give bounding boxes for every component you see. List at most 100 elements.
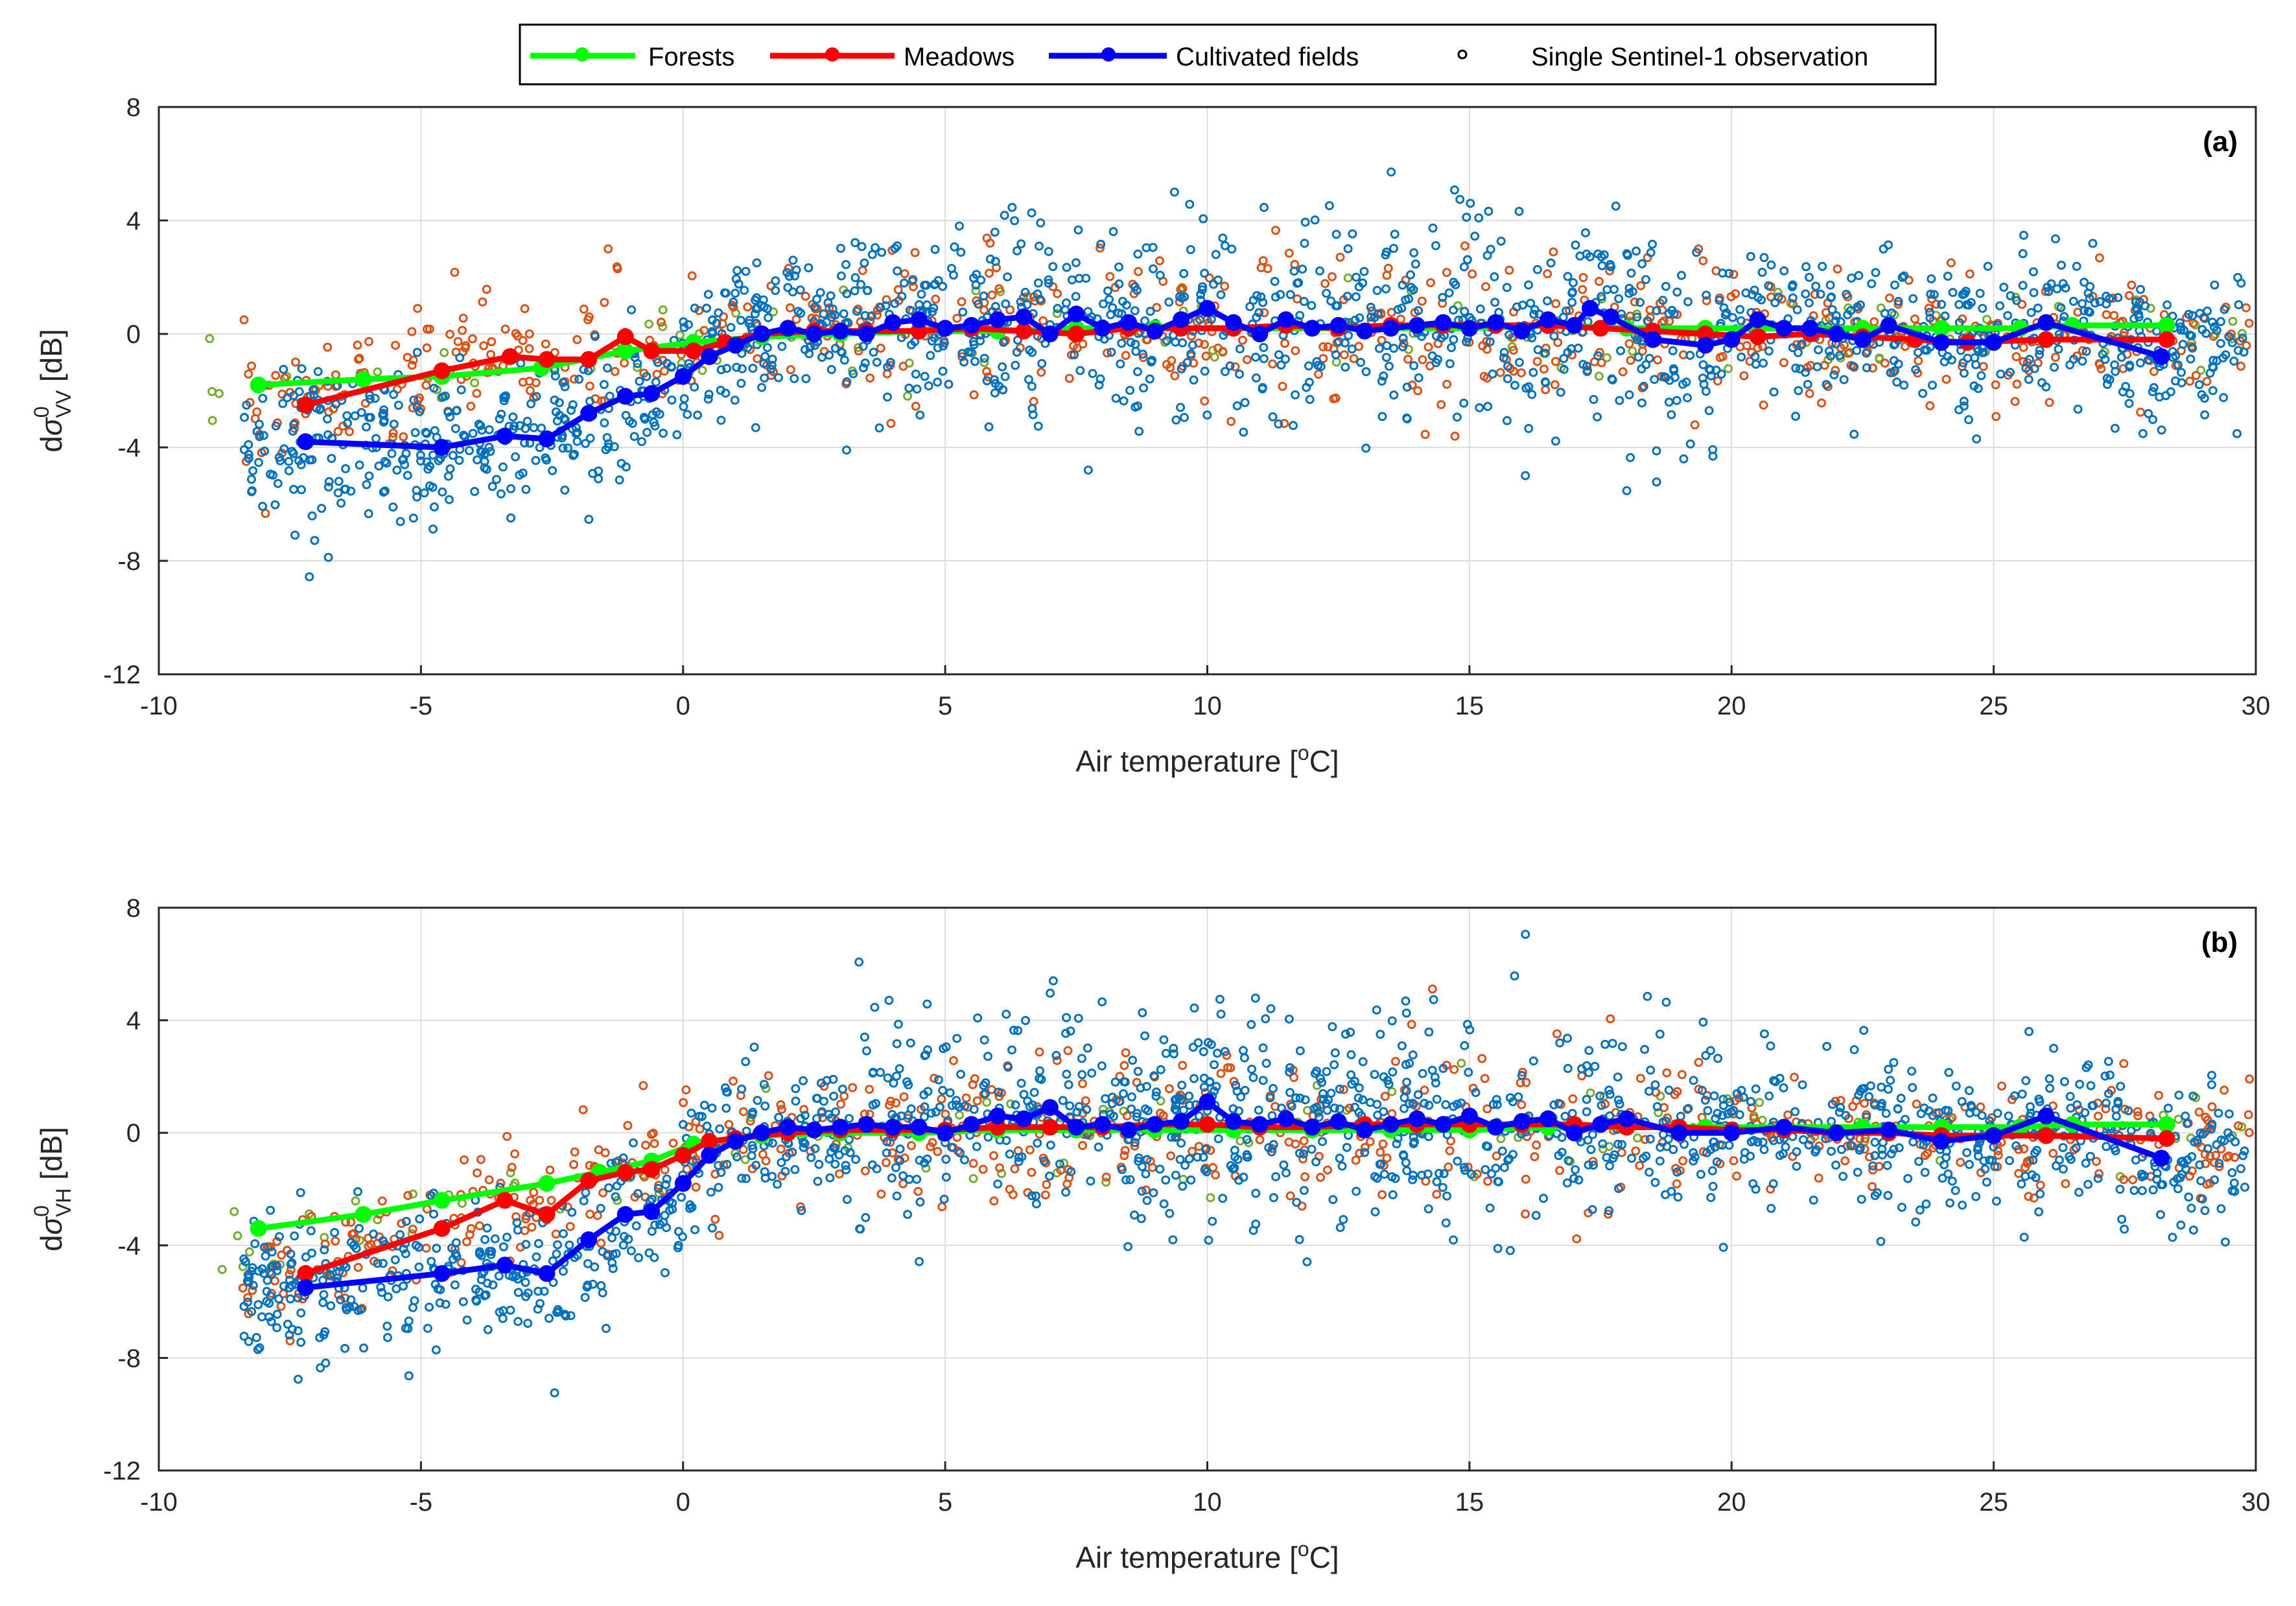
cultivated-observation-point xyxy=(1597,261,1607,270)
cultivated-observation-point xyxy=(895,1156,905,1166)
cultivated-observation-point xyxy=(334,1267,344,1277)
cultivated-observation-point xyxy=(432,1244,441,1253)
cultivated-observation-point xyxy=(1346,1070,1356,1080)
cultivated-observation-point xyxy=(1928,1111,1938,1120)
meadow-observation-point xyxy=(1865,1152,1875,1162)
meadow-observation-point xyxy=(657,318,666,327)
cultivated-observation-point xyxy=(1402,1078,1412,1087)
cultivated-observation-point xyxy=(462,1315,472,1325)
cultivated-observation-point xyxy=(872,357,882,367)
cultivated-observation-point xyxy=(1231,1081,1241,1090)
cultivated-observation-point xyxy=(1450,185,1459,195)
cultivated-observation-point xyxy=(1892,377,1902,387)
meadow-observation-point xyxy=(377,1196,387,1206)
cultivated-observation-point xyxy=(428,525,438,534)
cultivated-observation-point xyxy=(1692,248,1702,257)
cultivated-observation-point xyxy=(1854,271,1864,280)
cultivated-observation-point xyxy=(1385,361,1394,371)
cultivated-observation-point xyxy=(1198,282,1207,292)
cultivated-observation-point xyxy=(1066,1026,1075,1036)
cultivated-observation-point xyxy=(639,412,649,422)
cultivated-observation-point xyxy=(1938,1174,1947,1183)
cultivated-mean-point xyxy=(1592,1116,1610,1133)
cultivated-observation-point xyxy=(897,292,907,301)
cultivated-observation-point xyxy=(830,310,840,320)
meadow-observation-point xyxy=(2019,1144,2029,1153)
cultivated-observation-point xyxy=(486,447,495,456)
meadow-observation-point xyxy=(1255,1135,1265,1144)
meadow-observation-point xyxy=(600,298,609,307)
cultivated-observation-point xyxy=(1680,1139,1689,1149)
forest-observation-point xyxy=(1602,353,1611,362)
cultivated-observation-point xyxy=(683,410,692,419)
cultivated-observation-point xyxy=(1199,1152,1208,1162)
cultivated-observation-point xyxy=(2183,1155,2192,1164)
cultivated-observation-point xyxy=(567,1207,577,1217)
cultivated-mean-point xyxy=(496,1257,513,1274)
forest-observation-point xyxy=(244,1247,254,1257)
cultivated-observation-point xyxy=(1177,1139,1186,1148)
cultivated-observation-point xyxy=(1839,375,1849,384)
meadow-observation-point xyxy=(1010,1164,1020,1174)
cultivated-observation-point xyxy=(1178,1181,1188,1191)
cultivated-observation-point xyxy=(662,1174,672,1184)
cultivated-observation-point xyxy=(1309,1104,1319,1113)
x-tick-label: -10 xyxy=(140,1488,178,1517)
cultivated-observation-point xyxy=(1384,1080,1394,1089)
cultivated-observation-point xyxy=(999,337,1009,347)
meadow-observation-point xyxy=(1814,1174,1823,1183)
meadow-observation-point xyxy=(786,365,795,375)
cultivated-observation-point xyxy=(839,309,849,318)
cultivated-observation-point xyxy=(550,1388,559,1398)
cultivated-observation-point xyxy=(353,1306,363,1316)
meadow-observation-point xyxy=(243,1293,253,1303)
cultivated-observation-point xyxy=(1007,202,1017,212)
meadow-observation-point xyxy=(1690,420,1700,430)
cultivated-observation-point xyxy=(1328,1022,1337,1032)
cultivated-observation-point xyxy=(1925,313,1935,323)
cultivated-observation-point xyxy=(1356,357,1366,367)
cultivated-observation-point xyxy=(1531,1210,1541,1220)
cultivated-observation-point xyxy=(443,407,453,417)
cultivated-observation-point xyxy=(2203,1144,2213,1153)
meadow-observation-point xyxy=(1630,297,1639,307)
meadow-observation-point xyxy=(1820,360,1829,370)
cultivated-observation-point xyxy=(411,1240,421,1250)
cultivated-observation-point xyxy=(2207,1119,2217,1129)
meadow-observation-point xyxy=(865,373,875,383)
cultivated-observation-point xyxy=(548,466,557,475)
cultivated-observation-point xyxy=(955,221,964,231)
cultivated-observation-point xyxy=(1958,1200,1967,1210)
cultivated-observation-point xyxy=(1812,1145,1821,1155)
cultivated-observation-point xyxy=(715,1124,725,1134)
cultivated-observation-point xyxy=(1119,1077,1129,1087)
cultivated-observation-point xyxy=(1072,1107,1082,1117)
cultivated-observation-point xyxy=(1125,1175,1135,1185)
cultivated-observation-point xyxy=(382,1321,392,1331)
meadow-observation-point xyxy=(1844,349,1853,358)
cultivated-observation-point xyxy=(1294,1148,1304,1158)
meadow-observation-point xyxy=(520,1226,530,1235)
meadows-mean-point xyxy=(538,351,556,368)
cultivated-mean-point xyxy=(832,1118,849,1136)
cultivated-observation-point xyxy=(841,1165,851,1175)
cultivated-observation-point xyxy=(933,343,943,353)
cultivated-observation-point xyxy=(915,1197,925,1207)
meadow-observation-point xyxy=(524,344,534,353)
cultivated-observation-point xyxy=(371,434,381,443)
cultivated-observation-point xyxy=(1216,290,1226,300)
meadows-mean-point xyxy=(1041,1118,1059,1136)
cultivated-observation-point xyxy=(1136,1214,1146,1223)
cultivated-observation-point xyxy=(981,1089,990,1098)
cultivated-observation-point xyxy=(939,1044,948,1054)
cultivated-observation-point xyxy=(1584,1160,1593,1170)
cultivated-observation-point xyxy=(1171,1133,1180,1142)
meadow-observation-point xyxy=(2050,353,2060,362)
cultivated-observation-point xyxy=(1179,268,1189,278)
cultivated-observation-point xyxy=(1295,1093,1305,1103)
cultivated-observation-point xyxy=(1616,346,1626,356)
cultivated-observation-point xyxy=(1540,377,1550,386)
meadow-observation-point xyxy=(710,1214,720,1224)
cultivated-observation-point xyxy=(1311,1157,1321,1166)
